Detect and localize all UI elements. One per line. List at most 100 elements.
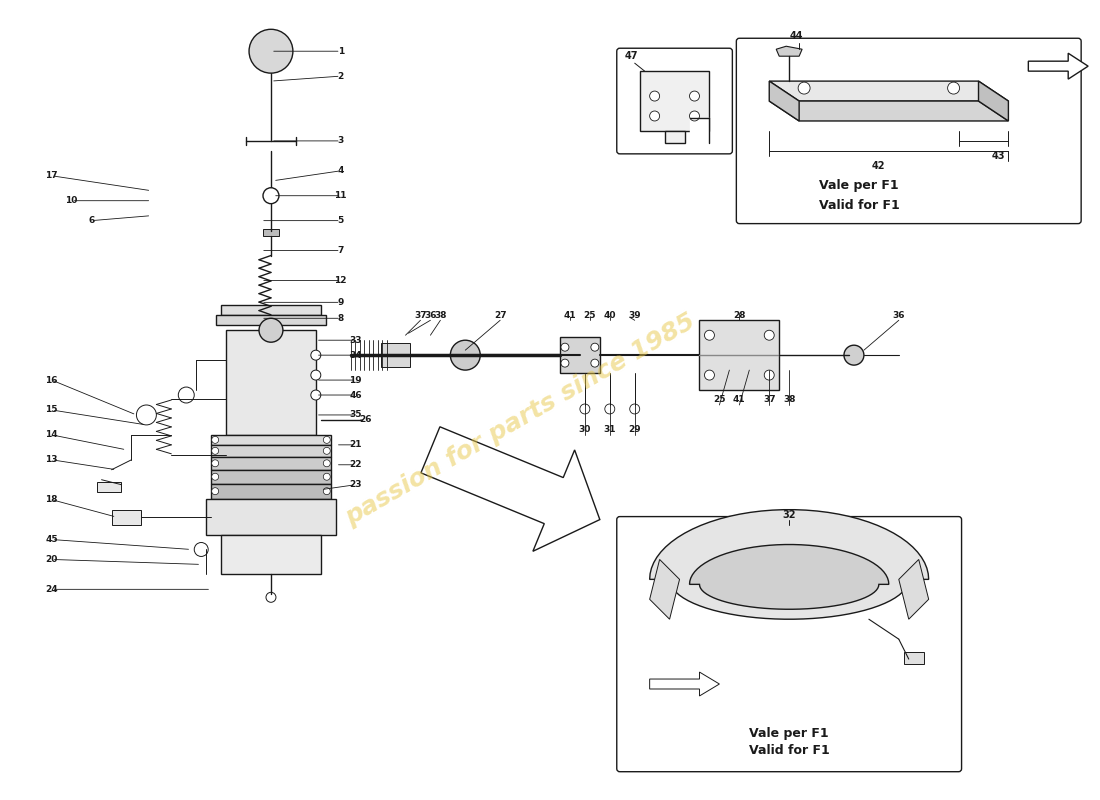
Text: 39: 39 [628, 310, 641, 320]
Circle shape [629, 404, 640, 414]
Circle shape [323, 474, 330, 480]
Circle shape [211, 447, 219, 454]
Text: 19: 19 [350, 375, 362, 385]
Text: 35: 35 [350, 410, 362, 419]
Polygon shape [650, 559, 680, 619]
Circle shape [605, 404, 615, 414]
Text: 29: 29 [628, 426, 641, 434]
Polygon shape [769, 81, 1009, 101]
Bar [227, 330, 316, 435]
Circle shape [311, 370, 321, 380]
Circle shape [211, 474, 219, 480]
Text: 22: 22 [350, 460, 362, 470]
Text: 36: 36 [425, 310, 437, 320]
Text: 11: 11 [334, 191, 346, 200]
Circle shape [311, 390, 321, 400]
Text: 27: 27 [494, 310, 506, 320]
Circle shape [764, 370, 774, 380]
Text: 1: 1 [338, 46, 344, 56]
Text: 37: 37 [414, 310, 427, 320]
Text: 41: 41 [733, 395, 746, 405]
Text: 25: 25 [713, 395, 726, 405]
Text: 43: 43 [992, 151, 1005, 161]
Text: 20: 20 [45, 555, 58, 564]
Text: 46: 46 [350, 390, 362, 399]
Text: 30: 30 [579, 426, 591, 434]
Circle shape [704, 330, 714, 340]
Polygon shape [769, 101, 1009, 121]
Circle shape [323, 488, 330, 494]
Circle shape [580, 404, 590, 414]
Text: 6: 6 [88, 216, 95, 225]
FancyBboxPatch shape [617, 48, 733, 154]
Circle shape [764, 330, 774, 340]
Circle shape [799, 82, 810, 94]
Text: 5: 5 [338, 216, 344, 225]
Text: 17: 17 [45, 171, 58, 180]
Circle shape [263, 188, 279, 204]
Text: 38: 38 [434, 310, 447, 320]
Circle shape [266, 592, 276, 602]
Circle shape [690, 111, 700, 121]
Text: 8: 8 [338, 314, 344, 322]
Circle shape [195, 542, 208, 557]
Bar [381, 343, 410, 367]
Bar [97, 482, 121, 492]
Bar [211, 445, 331, 457]
Text: 21: 21 [350, 440, 362, 450]
Text: 12: 12 [334, 276, 346, 285]
Text: 37: 37 [763, 395, 776, 405]
Circle shape [249, 30, 293, 73]
Polygon shape [979, 81, 1009, 121]
Text: 4: 4 [338, 166, 344, 175]
Circle shape [561, 359, 569, 367]
Text: 45: 45 [45, 535, 58, 544]
Polygon shape [650, 510, 928, 619]
Bar [221, 534, 321, 574]
Text: 26: 26 [360, 415, 372, 425]
Bar [221, 306, 321, 315]
Bar [111, 510, 142, 525]
Circle shape [561, 343, 569, 351]
Text: 25: 25 [584, 310, 596, 320]
Text: 28: 28 [733, 310, 746, 320]
Circle shape [311, 350, 321, 360]
Circle shape [591, 343, 598, 351]
Text: 31: 31 [604, 426, 616, 434]
Circle shape [211, 436, 219, 443]
Circle shape [450, 340, 481, 370]
Bar [560, 338, 600, 373]
Circle shape [947, 82, 959, 94]
Bar [211, 435, 331, 445]
Bar [263, 229, 279, 235]
FancyBboxPatch shape [736, 38, 1081, 224]
Circle shape [704, 370, 714, 380]
Bar [700, 320, 779, 390]
Circle shape [591, 359, 598, 367]
Polygon shape [690, 545, 889, 610]
Text: Valid for F1: Valid for F1 [749, 744, 829, 758]
Text: 32: 32 [782, 510, 796, 520]
Text: 16: 16 [45, 375, 58, 385]
Circle shape [136, 405, 156, 425]
Text: Vale per F1: Vale per F1 [749, 727, 829, 740]
Text: 24: 24 [45, 585, 58, 594]
Text: 10: 10 [66, 196, 78, 205]
Circle shape [258, 318, 283, 342]
Text: passion for parts since 1985: passion for parts since 1985 [341, 310, 700, 530]
Circle shape [844, 345, 864, 365]
Text: 18: 18 [45, 495, 58, 504]
Text: Valid for F1: Valid for F1 [818, 199, 900, 212]
Circle shape [650, 91, 660, 101]
Text: 33: 33 [350, 336, 362, 345]
Bar [217, 315, 326, 326]
Bar [640, 71, 710, 131]
Text: 14: 14 [45, 430, 58, 439]
Text: 47: 47 [625, 51, 638, 61]
Polygon shape [899, 559, 928, 619]
Bar [206, 498, 336, 534]
Text: 38: 38 [783, 395, 795, 405]
Text: 23: 23 [350, 480, 362, 490]
Text: 44: 44 [789, 31, 803, 42]
Text: 36: 36 [892, 310, 905, 320]
